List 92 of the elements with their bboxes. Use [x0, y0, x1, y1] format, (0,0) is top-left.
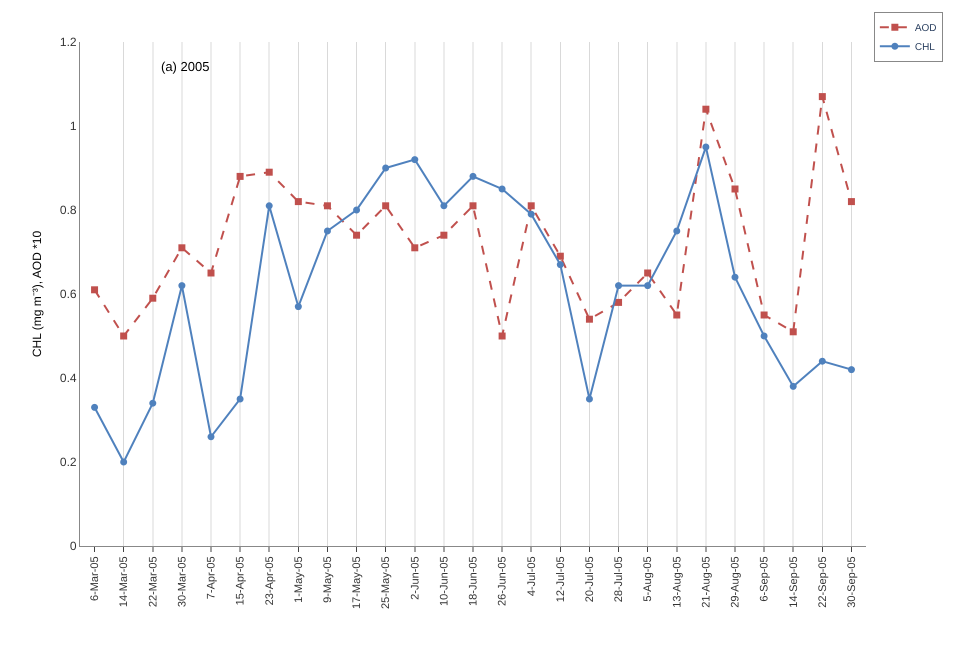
legend-label: CHL	[914, 42, 936, 54]
point	[848, 366, 855, 374]
point	[324, 228, 331, 234]
point	[818, 93, 826, 100]
point	[382, 164, 390, 172]
x-tick-label: 29-Aug-05	[730, 556, 742, 608]
point	[120, 332, 128, 340]
point	[91, 404, 98, 411]
point	[470, 202, 476, 210]
legend-label: AOD	[914, 23, 937, 34]
point	[178, 244, 186, 252]
x-tick-label: 4-Jul-05	[526, 556, 538, 596]
x-tick-label: 14-Sep-05	[788, 556, 800, 608]
point	[760, 332, 768, 340]
x-tick-label: 22-Mar-05	[147, 556, 160, 608]
point	[673, 228, 680, 234]
y-tick-label: 1.2	[60, 35, 77, 50]
point	[528, 210, 535, 218]
point	[440, 232, 448, 239]
x-tick-label: 20-Jul-05	[584, 556, 596, 602]
x-tick-label: 18-Jun-05	[468, 556, 480, 606]
point	[732, 186, 738, 192]
point	[615, 298, 622, 306]
point	[615, 282, 622, 290]
y-tick-label: 0.2	[60, 455, 77, 470]
point	[790, 382, 797, 390]
x-tick-label: 28-Jul-05	[613, 556, 626, 602]
point	[440, 202, 448, 210]
point	[208, 270, 214, 276]
point	[294, 198, 302, 206]
y-tick-label: 1	[70, 119, 77, 134]
y-tick-label: 0.8	[60, 203, 77, 218]
point	[208, 433, 214, 440]
point	[236, 396, 244, 402]
point	[294, 303, 302, 310]
x-tick-label: 6-Sep-05	[758, 556, 771, 602]
x-tick-label: 26-Jun-05	[496, 556, 509, 606]
point	[760, 312, 768, 318]
x-tick-label: 14-Mar-05	[118, 556, 130, 608]
x-tick-label: 22-Sep-05	[816, 556, 829, 608]
x-tick-label: 13-Aug-05	[671, 556, 684, 608]
y-axis-title: CHL (mg m⁻³), AOD *10	[30, 230, 44, 358]
point	[498, 186, 506, 192]
x-tick-label: 15-Apr-05	[234, 556, 247, 606]
point	[470, 172, 476, 180]
point	[732, 274, 738, 281]
point	[411, 244, 418, 252]
y-tick-label: 0.4	[60, 371, 77, 386]
point	[411, 156, 418, 164]
point	[120, 458, 128, 466]
point	[266, 168, 273, 176]
point	[178, 282, 186, 290]
point	[702, 106, 710, 113]
point	[528, 202, 535, 210]
point	[236, 172, 244, 180]
point	[149, 400, 156, 407]
point	[644, 270, 652, 276]
y-tick-label: 0	[70, 539, 77, 554]
x-tick-label: 10-Jun-05	[438, 556, 450, 606]
point	[790, 328, 797, 336]
point	[382, 202, 390, 210]
point	[353, 232, 360, 239]
x-tick-label: 7-Apr-05	[206, 556, 218, 600]
x-tick-label: 30-Sep-05	[846, 556, 858, 608]
point	[91, 286, 98, 294]
y-tick-label: 0.6	[60, 287, 77, 302]
point	[644, 282, 652, 290]
x-tick-label: 6-Mar-05	[89, 556, 102, 602]
point	[556, 252, 564, 260]
point	[324, 202, 331, 210]
point	[848, 198, 855, 206]
point	[266, 202, 273, 210]
point	[353, 206, 360, 214]
x-tick-label: 12-Jul-05	[554, 556, 567, 602]
point	[586, 396, 593, 402]
point	[498, 332, 506, 340]
x-tick-label: 9-May-05	[322, 556, 334, 603]
point	[702, 144, 710, 150]
point	[673, 312, 680, 318]
point	[556, 261, 564, 268]
x-tick-label: 1-May-05	[292, 556, 305, 603]
x-tick-label: 17-May-05	[351, 556, 364, 609]
x-tick-label: 23-Apr-05	[264, 556, 276, 606]
x-tick-label: 30-Mar-05	[176, 556, 188, 608]
x-tick-label: 2-Jun-05	[409, 556, 422, 600]
point	[818, 358, 826, 365]
annotation: (a) 2005	[161, 59, 210, 74]
x-tick-label: 21-Aug-05	[700, 556, 712, 608]
point	[149, 294, 156, 302]
point	[586, 316, 593, 323]
x-tick-label: 25-May-05	[380, 556, 392, 609]
x-tick-label: 5-Aug-05	[642, 556, 654, 602]
